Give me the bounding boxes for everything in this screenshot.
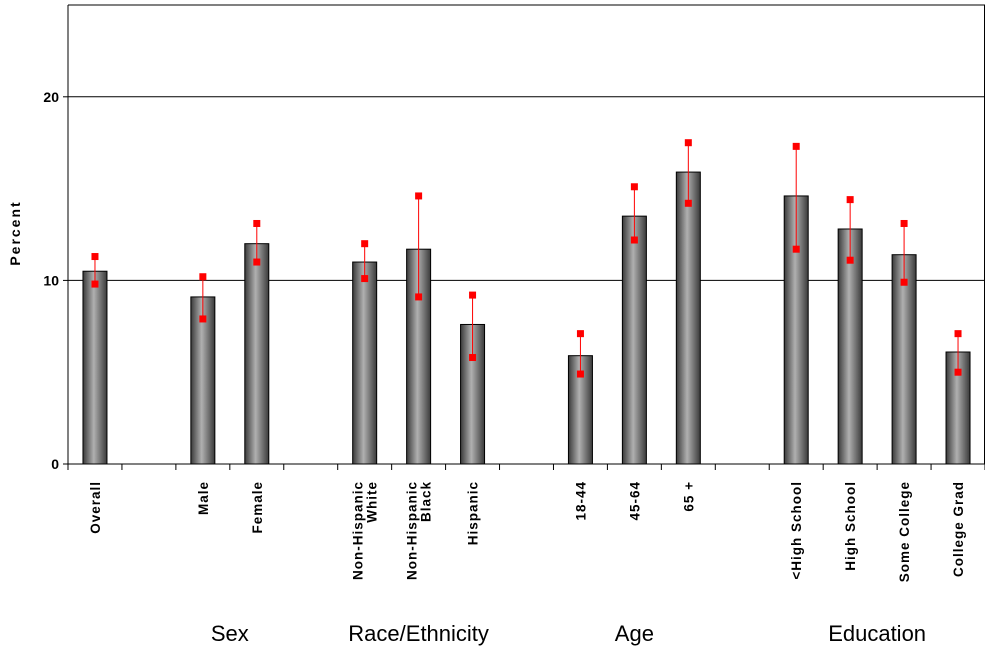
error-cap-low	[91, 280, 99, 288]
category-label: Female	[250, 481, 265, 534]
error-bars	[91, 139, 962, 378]
category-label: <High School	[789, 481, 804, 580]
category-label-line: Hispanic	[466, 481, 481, 545]
category-label-line: Female	[250, 481, 265, 534]
group-label: Age	[615, 621, 654, 646]
bar	[891, 254, 917, 465]
error-cap-low	[469, 354, 477, 362]
group-label: Race/Ethnicity	[348, 621, 489, 646]
error-cap-low	[253, 258, 261, 266]
y-axis-title: Percent	[7, 200, 23, 265]
error-cap-high	[684, 139, 692, 147]
category-label-line: <High School	[789, 481, 804, 580]
category-label: Overall	[88, 481, 103, 534]
category-label: Male	[196, 481, 211, 515]
error-cap-low	[199, 315, 207, 323]
error-cap-low	[954, 368, 962, 376]
category-label: Non-Hispanic White	[351, 481, 380, 580]
error-cap-high	[91, 253, 99, 261]
category-label: 45-64	[627, 481, 642, 521]
error-cap-low	[630, 236, 638, 244]
error-cap-high	[253, 219, 261, 227]
category-label-line: Black	[419, 481, 434, 522]
category-label-line: 45-64	[627, 481, 642, 521]
error-cap-low	[415, 293, 423, 301]
category-label: Non-Hispanic Black	[405, 481, 434, 580]
category-label-line: Some College	[897, 481, 912, 582]
y-tick-label: 10	[43, 272, 59, 288]
error-cap-high	[954, 330, 962, 338]
category-label-line: 18-44	[573, 481, 588, 521]
bar	[621, 215, 647, 465]
category-label-line: Overall	[88, 481, 103, 534]
y-tick-label: 0	[51, 456, 59, 472]
error-cap-low	[846, 256, 854, 264]
error-cap-high	[576, 330, 584, 338]
bar	[675, 171, 701, 465]
error-cap-low	[684, 199, 692, 207]
category-label-line: Non-Hispanic	[351, 481, 366, 580]
category-label-line: Non-Hispanic	[405, 481, 420, 580]
bar	[352, 261, 378, 465]
category-label: High School	[843, 481, 858, 571]
bar	[460, 323, 486, 465]
y-tick-label: 20	[43, 89, 59, 105]
error-cap-high	[199, 273, 207, 281]
error-cap-low	[576, 370, 584, 378]
category-label-line: 65 +	[681, 481, 696, 512]
group-label: Education	[828, 621, 926, 646]
bars	[82, 171, 971, 465]
category-label-line: White	[365, 481, 380, 523]
bar	[82, 270, 108, 465]
error-cap-high	[469, 291, 477, 299]
gridlines	[68, 96, 985, 281]
error-cap-high	[900, 219, 908, 227]
error-cap-high	[630, 183, 638, 191]
bar	[244, 243, 270, 465]
group-label: Sex	[211, 621, 249, 646]
error-cap-high	[846, 196, 854, 204]
category-label: Hispanic	[466, 481, 481, 545]
error-cap-high	[792, 142, 800, 150]
error-cap-low	[900, 278, 908, 286]
category-label: College Grad	[951, 481, 966, 577]
error-cap-high	[361, 240, 369, 248]
error-cap-high	[415, 192, 423, 200]
error-cap-low	[792, 245, 800, 253]
category-label: 18-44	[573, 481, 588, 521]
category-label-line: High School	[843, 481, 858, 571]
category-label: Some College	[897, 481, 912, 582]
bar	[837, 228, 863, 465]
category-label: 65 +	[681, 481, 696, 512]
bar	[190, 296, 216, 465]
category-label-line: Male	[196, 481, 211, 515]
error-cap-low	[361, 275, 369, 283]
category-label-line: College Grad	[951, 481, 966, 577]
